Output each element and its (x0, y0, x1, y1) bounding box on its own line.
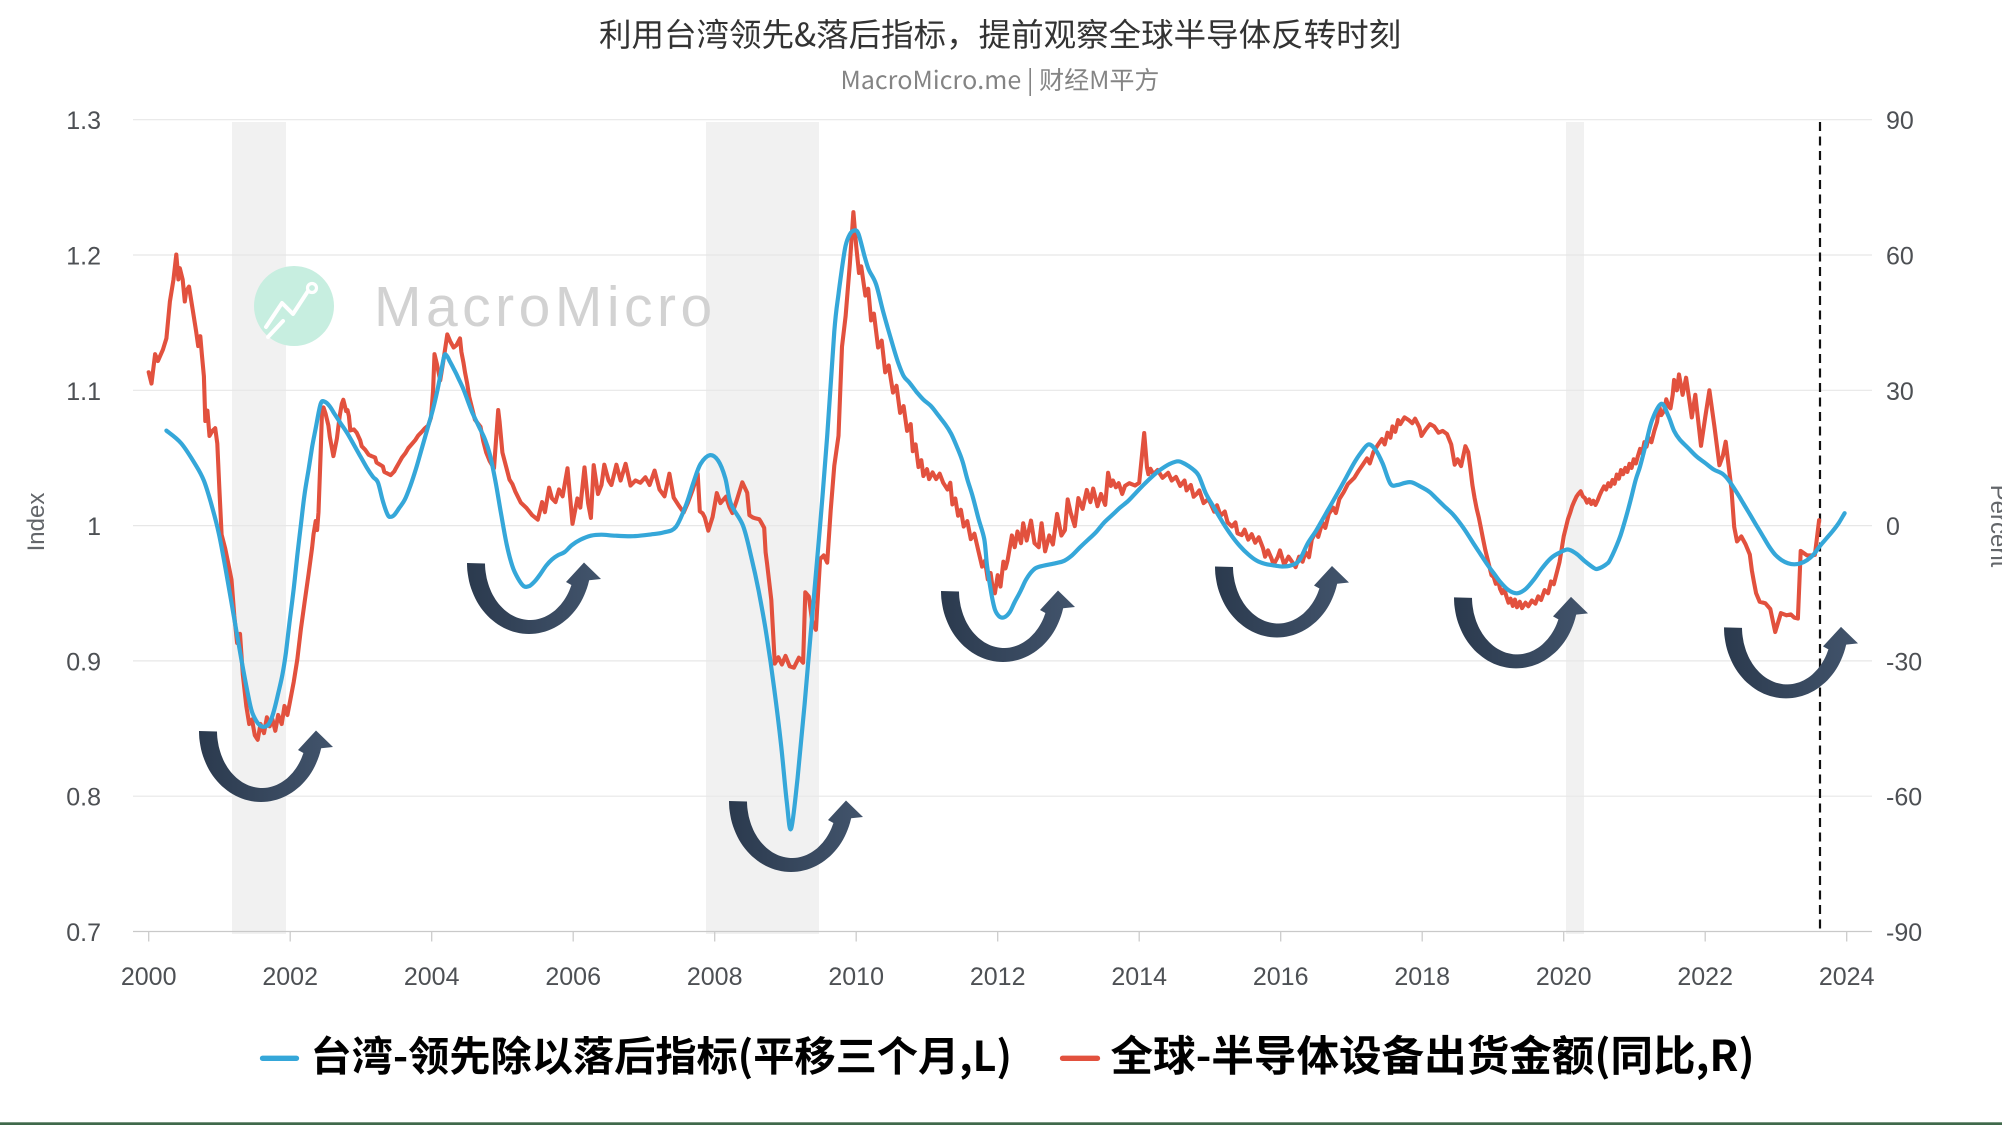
svg-text:0.7: 0.7 (66, 919, 101, 947)
svg-text:2020: 2020 (1536, 963, 1592, 991)
svg-text:2024: 2024 (1819, 963, 1875, 991)
svg-text:2008: 2008 (687, 963, 743, 991)
svg-text:2022: 2022 (1677, 963, 1733, 991)
svg-text:0.9: 0.9 (66, 648, 101, 676)
svg-text:-60: -60 (1886, 784, 1922, 812)
svg-text:Percent: Percent (1985, 485, 2002, 568)
svg-text:60: 60 (1886, 243, 1914, 271)
svg-text:1.2: 1.2 (66, 243, 101, 271)
svg-text:1.3: 1.3 (66, 107, 101, 135)
svg-text:2010: 2010 (828, 963, 884, 991)
svg-text:30: 30 (1886, 378, 1914, 406)
svg-text:-30: -30 (1886, 648, 1922, 676)
svg-text:1: 1 (87, 513, 101, 541)
svg-text:2018: 2018 (1394, 963, 1450, 991)
svg-text:Index: Index (23, 493, 50, 552)
svg-text:2000: 2000 (121, 963, 177, 991)
svg-text:2012: 2012 (970, 963, 1026, 991)
svg-text:2002: 2002 (262, 963, 318, 991)
svg-text:2006: 2006 (545, 963, 601, 991)
svg-text:0.8: 0.8 (66, 784, 101, 812)
svg-text:2016: 2016 (1253, 963, 1309, 991)
svg-text:1.1: 1.1 (66, 378, 101, 406)
svg-text:-90: -90 (1886, 919, 1922, 947)
svg-text:0: 0 (1886, 513, 1900, 541)
svg-text:2014: 2014 (1111, 963, 1167, 991)
svg-text:2004: 2004 (404, 963, 460, 991)
svg-text:90: 90 (1886, 107, 1914, 135)
svg-text:MacroMicro: MacroMicro (374, 275, 717, 339)
